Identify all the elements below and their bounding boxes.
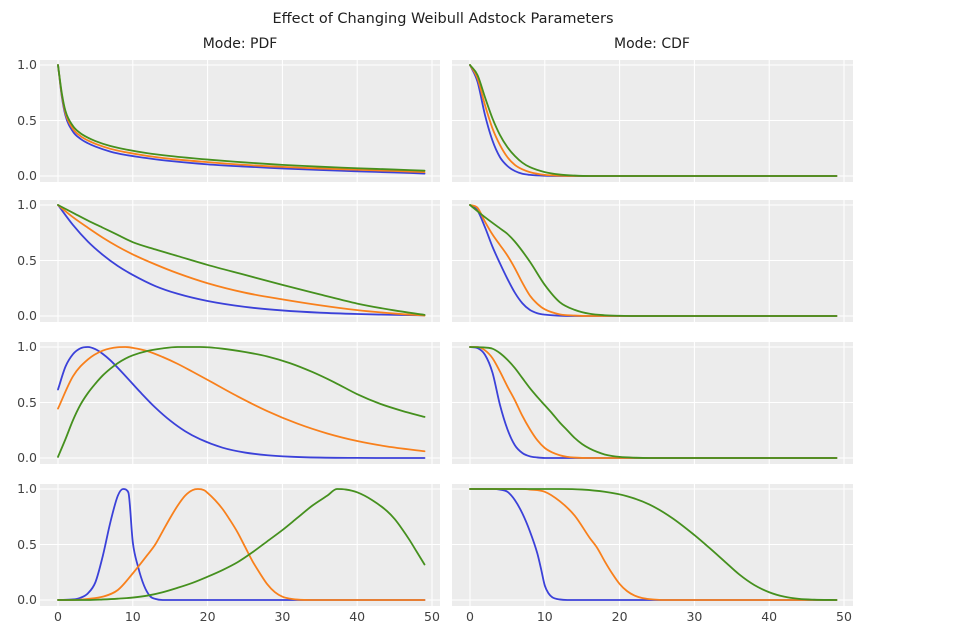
series-line-green bbox=[469, 488, 838, 601]
series-line-orange bbox=[469, 346, 838, 459]
x-tick-label: 40 bbox=[761, 609, 778, 624]
plot-area bbox=[452, 342, 853, 464]
plot-area bbox=[40, 200, 440, 322]
series-line-orange bbox=[57, 64, 426, 174]
series-line-blue bbox=[57, 64, 426, 175]
x-tick-label: 30 bbox=[274, 609, 291, 624]
x-tick-label: 50 bbox=[424, 609, 440, 624]
series-line-orange bbox=[57, 488, 426, 601]
y-tick-label: 0.5 bbox=[17, 394, 37, 410]
series-line-green bbox=[57, 346, 426, 458]
series-line-green bbox=[57, 488, 426, 601]
plot-area bbox=[40, 484, 440, 606]
y-tick-label: 0.5 bbox=[17, 536, 37, 552]
series-line-green bbox=[57, 204, 426, 316]
x-tick-label: 20 bbox=[199, 609, 216, 624]
y-tick-label: 1.0 bbox=[17, 197, 37, 212]
x-tick-label: 30 bbox=[686, 609, 703, 624]
subplot-row1-cdf bbox=[452, 60, 853, 182]
y-tick-label: 0.5 bbox=[17, 112, 37, 128]
x-tick-label: 20 bbox=[611, 609, 628, 624]
series-line-orange bbox=[57, 204, 426, 317]
plot-area bbox=[40, 60, 440, 182]
column-title-pdf: Mode: PDF bbox=[202, 36, 278, 52]
x-tick-label: 10 bbox=[536, 609, 553, 624]
series-line-blue bbox=[57, 346, 426, 459]
plot-area bbox=[452, 60, 853, 182]
x-tick-label: 40 bbox=[349, 609, 366, 624]
subplot-row2-cdf bbox=[452, 200, 853, 322]
plot-area bbox=[452, 200, 853, 322]
plot-area bbox=[40, 342, 440, 464]
subplot-row2-pdf bbox=[40, 200, 440, 322]
subplot-row3-cdf bbox=[452, 342, 853, 464]
y-tick-label: 1.0 bbox=[17, 481, 37, 496]
column-title-cdf: Mode: CDF bbox=[614, 36, 690, 52]
y-tick-label: 0.5 bbox=[17, 252, 37, 268]
y-tick-label: 0.0 bbox=[17, 308, 37, 323]
series-line-blue bbox=[57, 488, 426, 601]
subplot-row4-cdf bbox=[452, 484, 853, 606]
y-tick-label: 1.0 bbox=[17, 339, 37, 354]
series-line-blue bbox=[57, 204, 426, 317]
y-tick-label: 0.0 bbox=[17, 592, 37, 607]
series-line-green bbox=[57, 64, 426, 172]
series-line-orange bbox=[469, 488, 838, 601]
x-tick-label: 0 bbox=[54, 609, 62, 624]
y-tick-label: 1.0 bbox=[17, 57, 37, 72]
series-line-green bbox=[469, 64, 838, 177]
y-tick-label: 0.0 bbox=[17, 168, 37, 183]
x-tick-label: 0 bbox=[466, 609, 474, 624]
series-line-orange bbox=[57, 346, 426, 453]
figure-title: Effect of Changing Weibull Adstock Param… bbox=[272, 11, 614, 27]
subplot-row3-pdf bbox=[40, 342, 440, 464]
subplot-row1-pdf bbox=[40, 60, 440, 182]
x-tick-label: 10 bbox=[124, 609, 141, 624]
series-line-green bbox=[469, 204, 838, 317]
y-tick-label: 0.0 bbox=[17, 450, 37, 465]
series-line-blue bbox=[469, 346, 838, 459]
series-line-green bbox=[469, 346, 838, 459]
series-line-orange bbox=[469, 204, 838, 317]
x-tick-label: 50 bbox=[836, 609, 852, 624]
series-line-blue bbox=[469, 488, 838, 601]
plot-area bbox=[452, 484, 853, 606]
subplot-row4-pdf bbox=[40, 484, 440, 606]
